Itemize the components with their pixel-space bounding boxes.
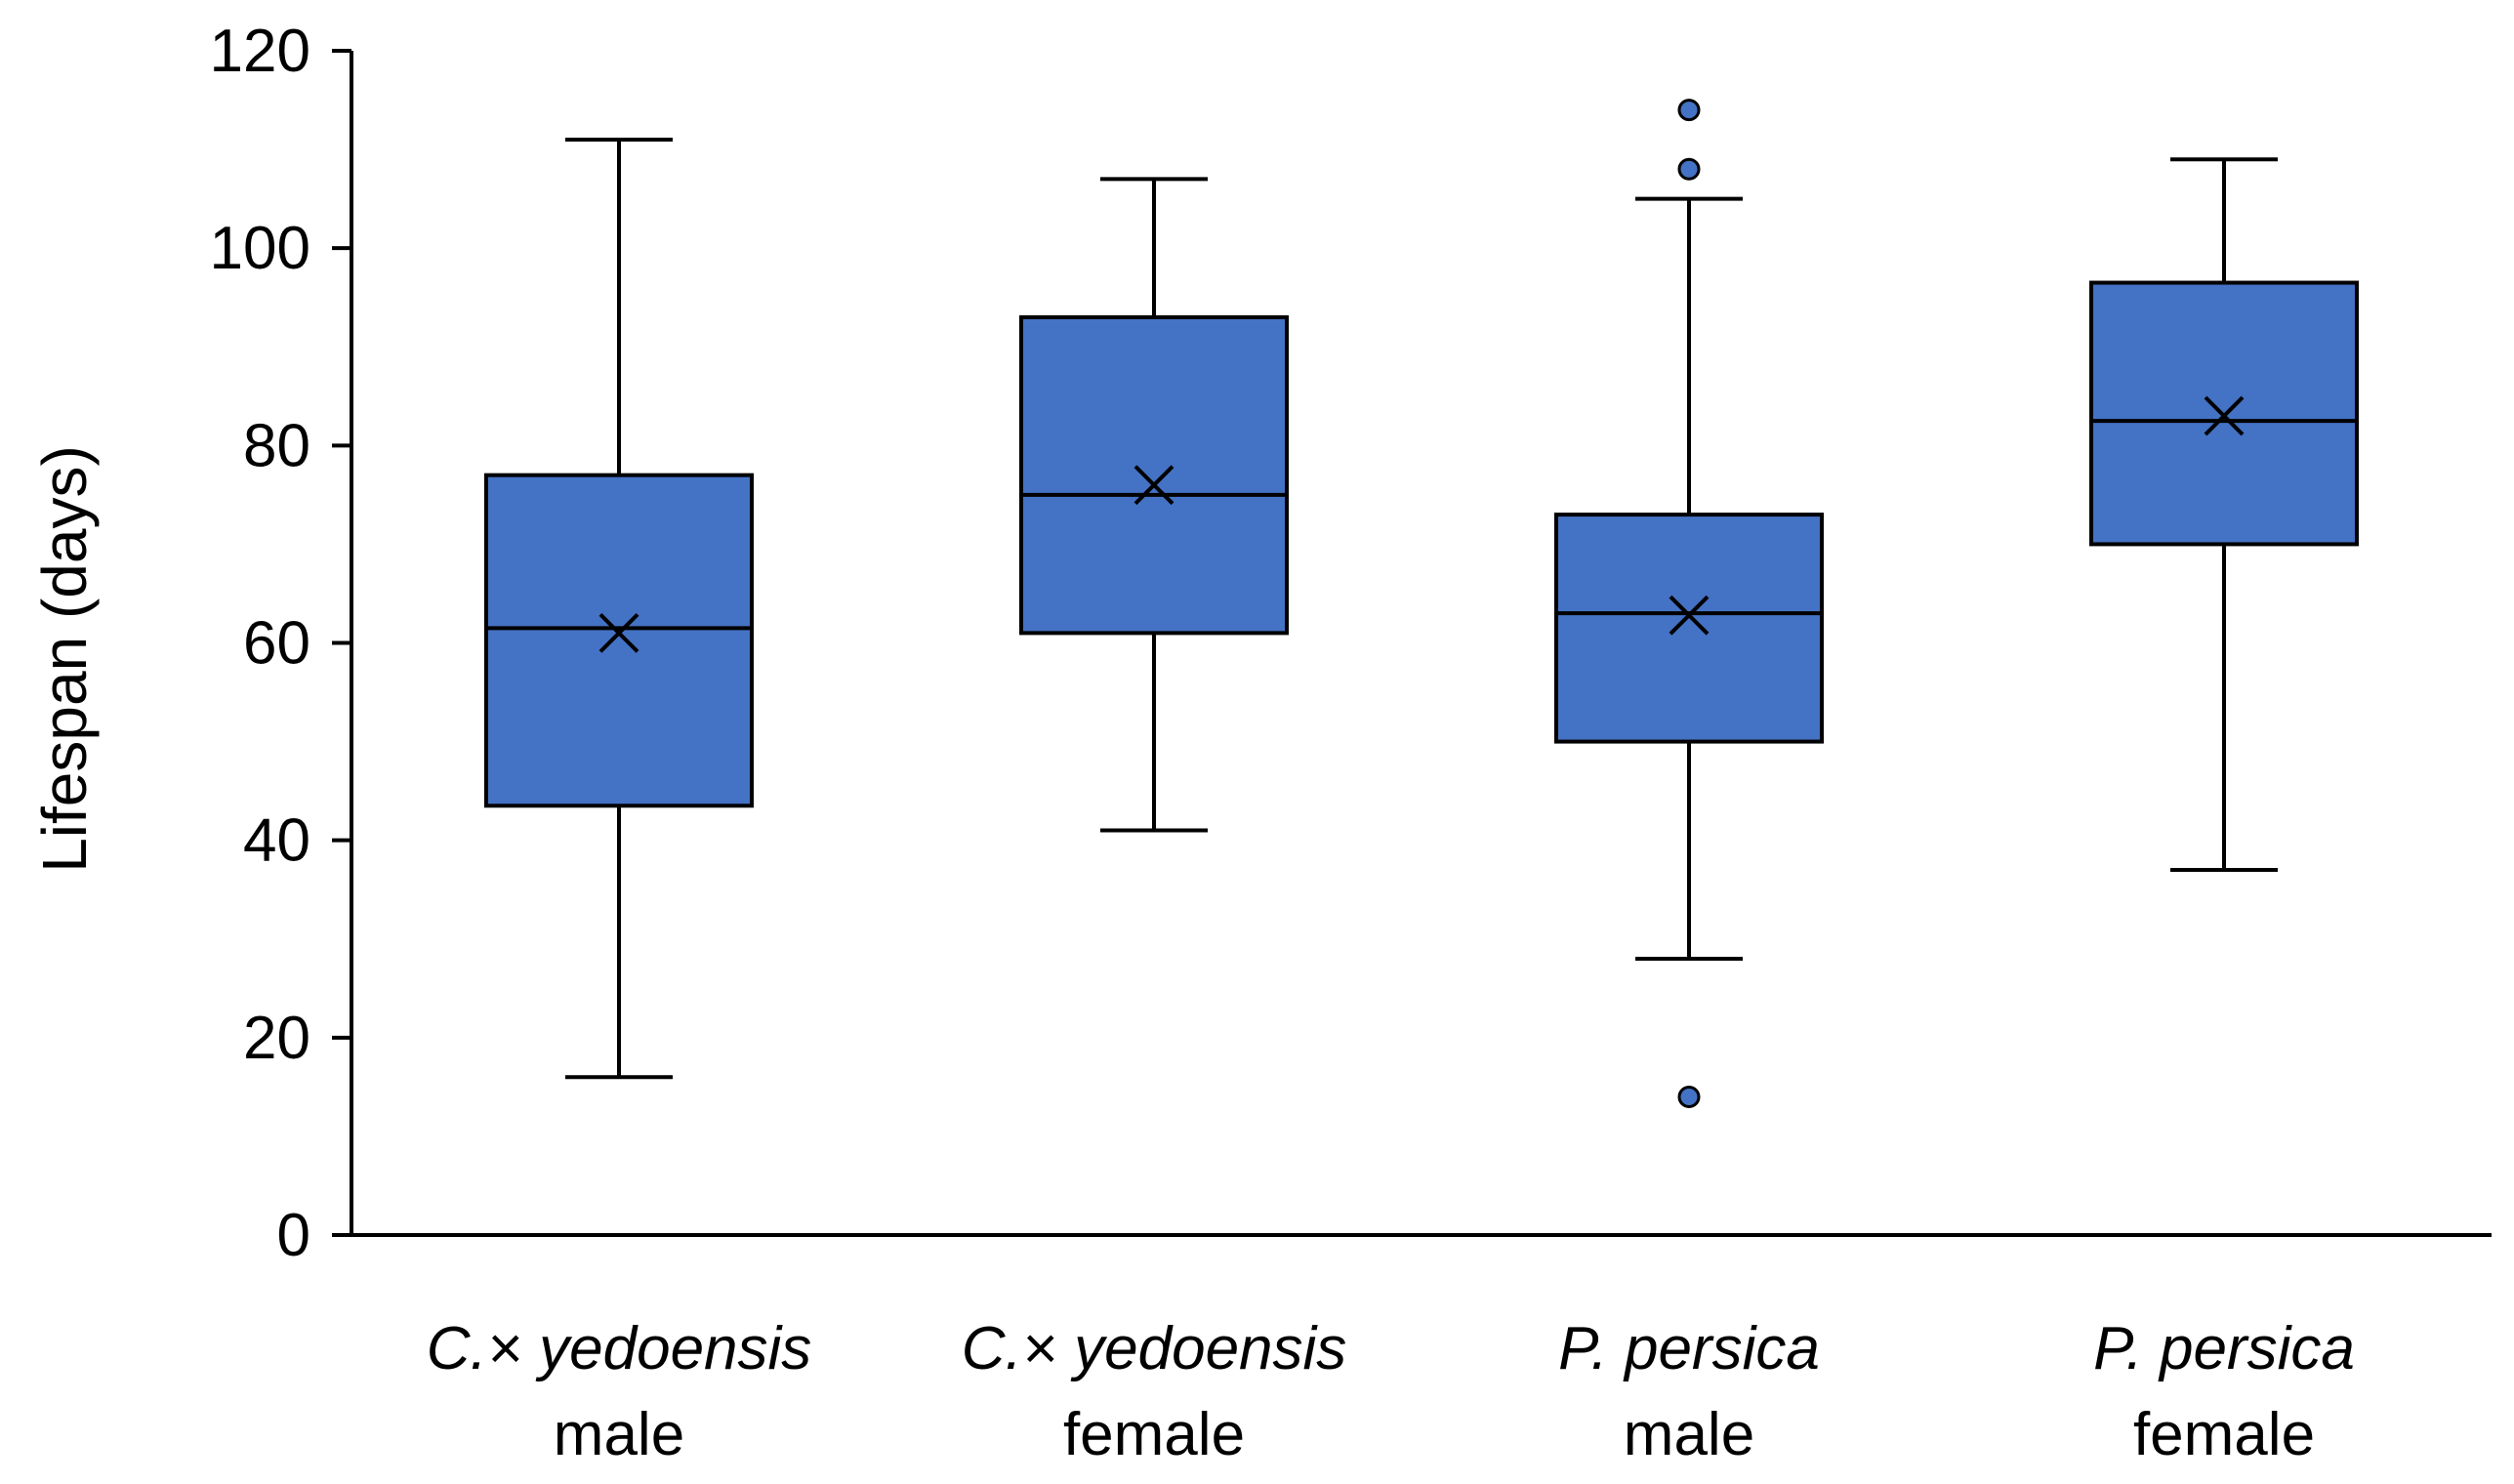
boxes <box>484 99 2359 1108</box>
labels: Lifespan (days) C.× yedoensis male C.× yed… <box>29 445 2355 1468</box>
outlier-point <box>1677 157 1701 181</box>
box-group <box>484 137 754 1080</box>
category-species-label: P. persica <box>2093 1315 2355 1382</box>
mean-marker <box>2204 395 2245 436</box>
box-group <box>1554 99 1824 1108</box>
iqr-box <box>484 473 754 808</box>
y-tick-label: 20 <box>243 1005 310 1072</box>
axes: 0 20 40 60 80 100 120 <box>210 18 2492 1269</box>
y-axis-label: Lifespan (days) <box>29 445 100 873</box>
category-sex-label: male <box>554 1401 684 1468</box>
category-sex-label: male <box>1624 1401 1754 1468</box>
category-sex-label: female <box>2133 1401 2315 1468</box>
box-group <box>1019 177 1289 833</box>
iqr-box <box>1554 513 1824 744</box>
y-tick-label: 100 <box>210 215 310 282</box>
category-species-label: C.× yedoensis <box>427 1315 812 1382</box>
outlier-point <box>1677 99 1701 122</box>
y-tick-label: 80 <box>243 412 310 479</box>
mean-marker <box>1669 595 1710 636</box>
y-tick-label: 120 <box>210 18 310 85</box>
y-tick-label: 0 <box>277 1202 310 1269</box>
y-tick-label: 40 <box>243 807 310 875</box>
y-tick-label: 60 <box>243 610 310 678</box>
category-species-label: P. persica <box>1558 1315 1820 1382</box>
mean-marker <box>598 612 639 653</box>
category-sex-label: female <box>1063 1401 1245 1468</box>
iqr-box <box>1019 314 1289 636</box>
outlier-point <box>1677 1085 1701 1108</box>
mean-marker <box>1133 465 1175 506</box>
category-species-label: C.× yedoensis <box>962 1315 1347 1382</box>
box-group <box>2089 157 2359 872</box>
